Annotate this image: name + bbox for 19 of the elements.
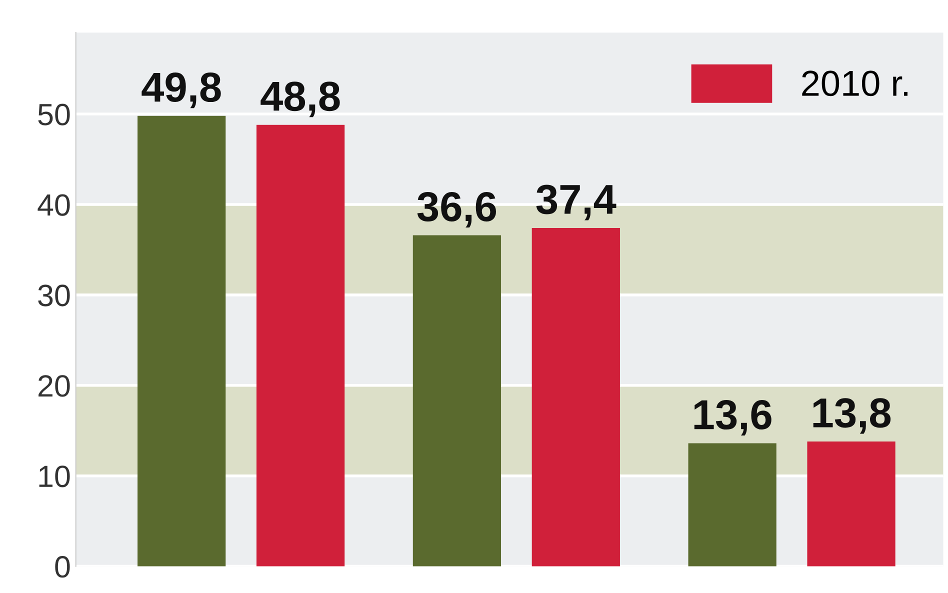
bar [256, 124, 345, 566]
bar [412, 235, 502, 566]
data-label: 13,8 [813, 398, 891, 434]
legend-label: 2010 r. [802, 70, 908, 96]
y-tick-label: 50 [38, 104, 70, 126]
data-label: 49,8 [142, 72, 221, 108]
data-label: 37,4 [536, 184, 616, 220]
y-tick-label: 30 [38, 284, 70, 306]
y-tick-label: 40 [38, 194, 70, 216]
data-label: 48,8 [260, 82, 340, 118]
y-tick-label: 0 [55, 556, 70, 578]
data-label: 13,6 [694, 400, 772, 436]
bar [807, 441, 896, 566]
bar [532, 228, 620, 566]
data-label: 36,6 [417, 192, 496, 228]
y-tick-label: 10 [39, 466, 70, 488]
bar [138, 116, 226, 566]
y-tick-label: 20 [38, 375, 70, 397]
bar [688, 443, 776, 566]
